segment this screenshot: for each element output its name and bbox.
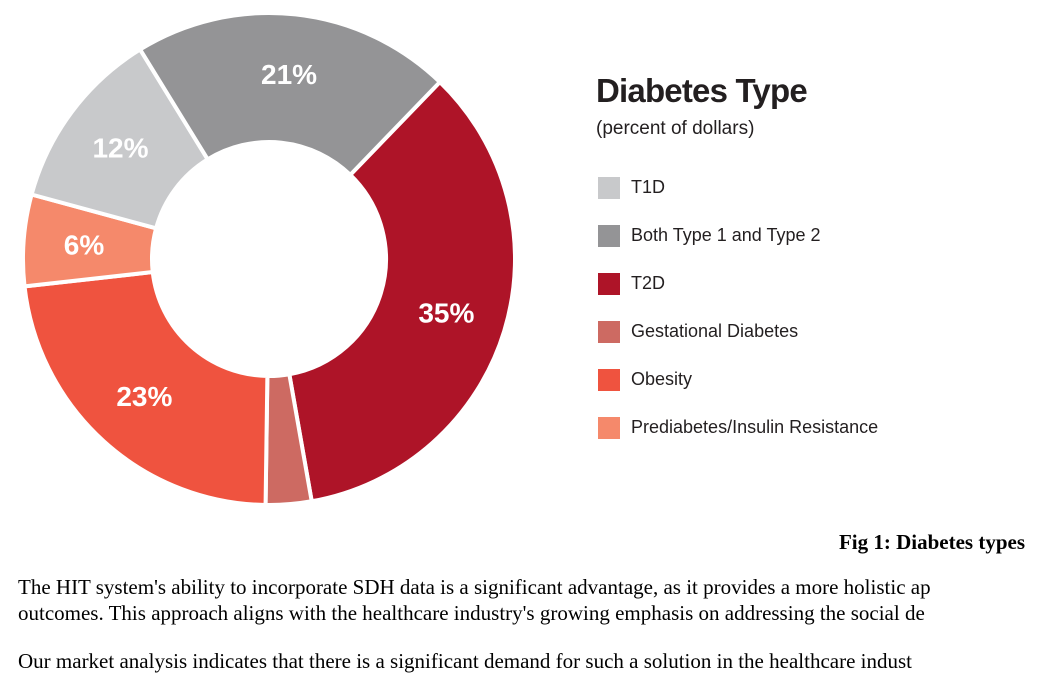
donut-chart: 35% 3% 23% 6% 12% 21% xyxy=(21,11,517,530)
donut-slice-t1d xyxy=(29,46,211,231)
figure-caption: Fig 1: Diabetes types xyxy=(838,530,1025,554)
slice-label-t2d: 35% xyxy=(418,298,474,329)
chart-title: Diabetes Type xyxy=(596,72,808,109)
legend-swatch xyxy=(598,273,620,295)
body-paragraph-line: outcomes. This approach aligns with the … xyxy=(18,601,925,625)
legend-label: Obesity xyxy=(631,369,693,389)
slice-label-obesity: 23% xyxy=(116,381,172,412)
body-paragraph-line: The HIT system's ability to incorporate … xyxy=(18,575,931,599)
legend-label: Both Type 1 and Type 2 xyxy=(631,225,821,245)
legend-label: Prediabetes/Insulin Resistance xyxy=(631,417,879,437)
legend-label: T2D xyxy=(631,273,666,293)
legend-label: T1D xyxy=(631,177,666,197)
chart-subtitle: (percent of dollars) xyxy=(596,118,755,139)
legend-swatch xyxy=(598,225,620,247)
legend-swatch xyxy=(598,321,620,343)
legend-label: Gestational Diabetes xyxy=(631,321,799,341)
legend-swatch xyxy=(598,417,620,439)
slice-label-prediabetes-insulin-resistance: 6% xyxy=(64,229,105,260)
legend-swatch xyxy=(598,177,620,199)
slice-label-gestational-diabetes: 3% xyxy=(271,515,312,530)
slice-label-both-type-1-and-type-2: 21% xyxy=(261,59,317,90)
legend-swatch xyxy=(598,369,620,391)
body-paragraph: Our market analysis indicates that there… xyxy=(18,649,912,673)
donut-slice-t2d xyxy=(287,79,517,504)
donut-slice-both-type-1-and-type-2 xyxy=(137,11,443,178)
donut-slice-obesity xyxy=(22,269,270,508)
slice-label-t1d: 12% xyxy=(92,132,148,163)
